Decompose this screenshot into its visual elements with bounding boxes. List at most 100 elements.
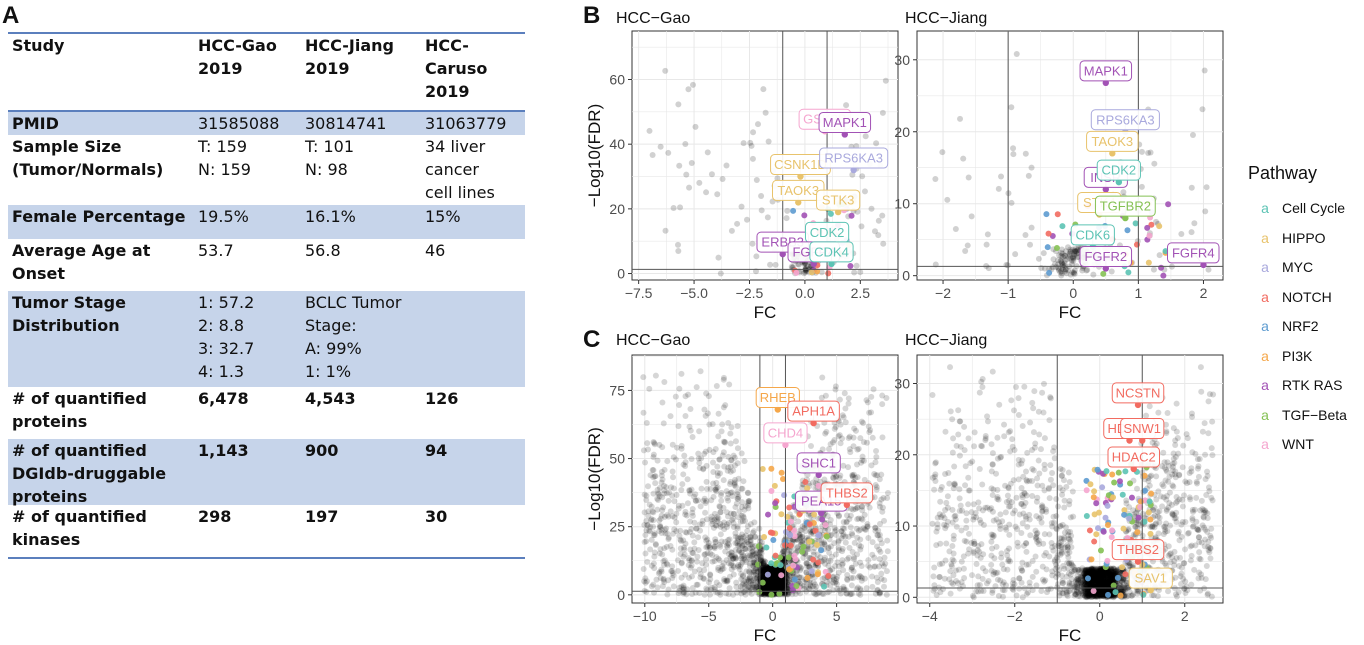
data-point (804, 262, 811, 269)
pathway-point (768, 488, 775, 495)
data-point (825, 557, 832, 564)
data-point (976, 465, 983, 472)
plot-B-gao: GSK3BMAPK1CSNK1DRPS6KA3TAOK3STK3ERBB3CDK… (585, 10, 899, 322)
data-point (856, 542, 863, 549)
data-point (776, 582, 783, 589)
plot-title: HCC−Gao (616, 332, 690, 349)
data-point (1059, 250, 1066, 257)
pathway-point (768, 560, 775, 567)
data-point (747, 556, 754, 563)
data-point (659, 583, 666, 590)
data-point (769, 586, 776, 593)
data-point (979, 565, 986, 572)
study-table: Study HCC-Gao 2019 HCC-Jiang 2019 HCC- Caru… (8, 32, 525, 559)
data-point (673, 492, 680, 499)
data-point (874, 579, 881, 586)
data-point (759, 569, 766, 576)
data-point (710, 459, 717, 466)
data-point (681, 546, 688, 553)
data-point (827, 441, 834, 448)
data-point (802, 266, 809, 273)
data-point (939, 560, 946, 567)
data-point (809, 561, 816, 568)
data-point (731, 476, 738, 483)
data-point (775, 578, 782, 585)
data-point (869, 434, 876, 441)
data-point (931, 564, 938, 571)
data-point (843, 518, 850, 525)
data-point (957, 115, 964, 122)
data-point (884, 537, 891, 544)
table-cell: Female Percentage (12, 207, 186, 226)
data-point (827, 582, 834, 589)
data-point (738, 485, 745, 492)
data-point (883, 395, 890, 402)
data-point (1066, 560, 1073, 567)
data-point (660, 575, 667, 582)
data-point (723, 488, 730, 495)
data-point (717, 591, 724, 598)
table-row: Tumor Stage Distribution 1: 57.2 2: 8.8 3… (8, 291, 525, 387)
data-point (851, 554, 858, 561)
data-point (646, 127, 653, 134)
gene-label-box (1070, 224, 1115, 246)
data-point (1071, 269, 1078, 276)
data-point (711, 543, 718, 550)
data-point (711, 545, 718, 552)
data-point (754, 566, 761, 573)
y-axis-label: −Log10(FDR) (585, 104, 604, 207)
data-point (648, 583, 655, 590)
data-point (704, 149, 711, 156)
data-point (720, 404, 727, 411)
data-point (720, 477, 727, 484)
data-point (1062, 252, 1069, 259)
data-point (1067, 248, 1074, 255)
data-point (1205, 398, 1212, 405)
data-point (1147, 149, 1154, 156)
data-point (1012, 523, 1019, 530)
data-point (863, 397, 870, 404)
data-point (1059, 270, 1066, 277)
data-point (650, 474, 657, 481)
data-point (714, 191, 721, 198)
data-point (683, 591, 690, 598)
data-point (999, 593, 1006, 600)
data-point (1013, 50, 1020, 57)
gene-label: MAPK1 (1084, 63, 1128, 78)
data-point (641, 491, 648, 498)
data-point (784, 590, 791, 597)
data-point (1011, 407, 1018, 414)
data-point (937, 498, 944, 505)
data-point (702, 509, 709, 516)
pathway-point (825, 270, 832, 277)
data-point (734, 525, 741, 532)
data-point (1209, 418, 1216, 425)
data-point (868, 462, 875, 469)
data-point (995, 185, 1002, 192)
data-point (769, 567, 776, 574)
data-point (650, 438, 657, 445)
data-point (1070, 255, 1077, 262)
data-point (772, 583, 779, 590)
data-point (957, 502, 964, 509)
data-point (1062, 268, 1069, 275)
pathway-point (772, 500, 779, 507)
data-point (807, 582, 814, 589)
data-point (819, 575, 826, 582)
data-point (730, 555, 737, 562)
data-point (697, 368, 704, 375)
data-point (771, 579, 778, 586)
data-point (729, 516, 736, 523)
data-point (784, 581, 791, 588)
data-point (850, 443, 857, 450)
data-point (1046, 417, 1053, 424)
data-point (769, 571, 776, 578)
pathway-point (814, 268, 821, 275)
data-point (845, 400, 852, 407)
pathway-point (781, 492, 788, 499)
data-point (1071, 252, 1078, 259)
data-point (843, 519, 850, 526)
data-point (853, 262, 860, 269)
data-point (712, 446, 719, 453)
data-point (841, 525, 848, 532)
